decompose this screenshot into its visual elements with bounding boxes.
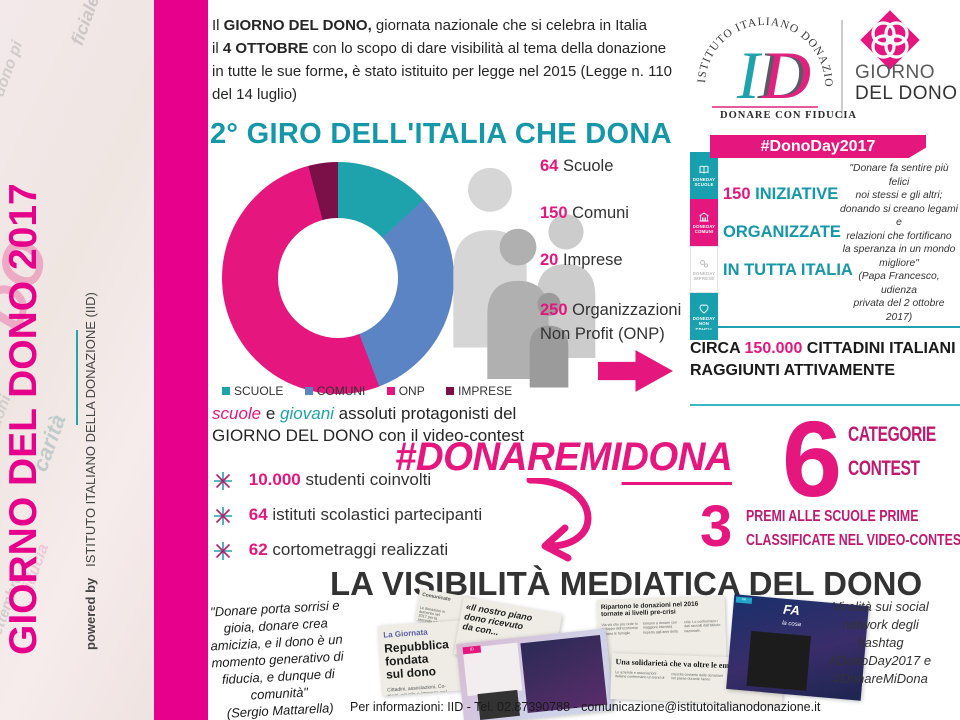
- svg-text:D: D: [761, 37, 811, 113]
- svg-text:GIORNO: GIORNO: [855, 62, 935, 83]
- svg-text:DEL DONO: DEL DONO: [855, 83, 958, 104]
- svg-text:DONARE CON FIDUCIA: DONARE CON FIDUCIA: [720, 110, 857, 121]
